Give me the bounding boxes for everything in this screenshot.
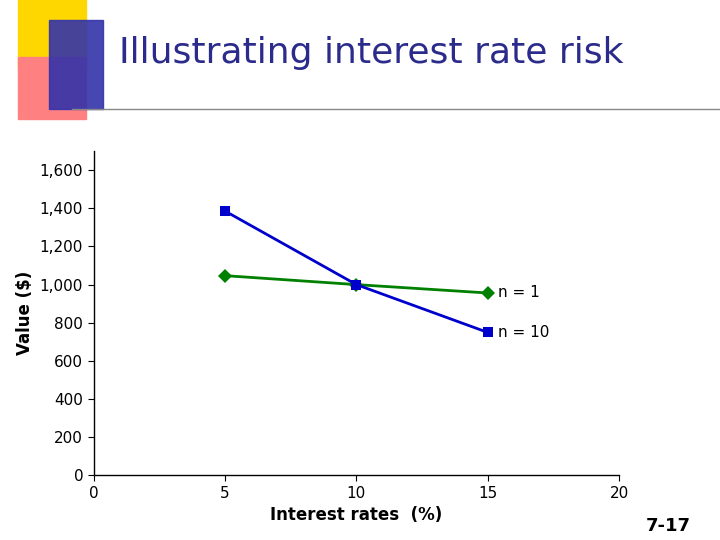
Text: n = 10: n = 10 <box>498 325 549 340</box>
Text: 7-17: 7-17 <box>647 517 691 535</box>
Bar <box>18 57 86 119</box>
Text: n = 1: n = 1 <box>498 286 540 300</box>
X-axis label: Interest rates  (%): Interest rates (%) <box>270 506 443 524</box>
Bar <box>18 0 86 69</box>
Bar <box>49 20 103 109</box>
Text: Illustrating interest rate risk: Illustrating interest rate risk <box>119 37 624 70</box>
Y-axis label: Value ($): Value ($) <box>16 271 34 355</box>
